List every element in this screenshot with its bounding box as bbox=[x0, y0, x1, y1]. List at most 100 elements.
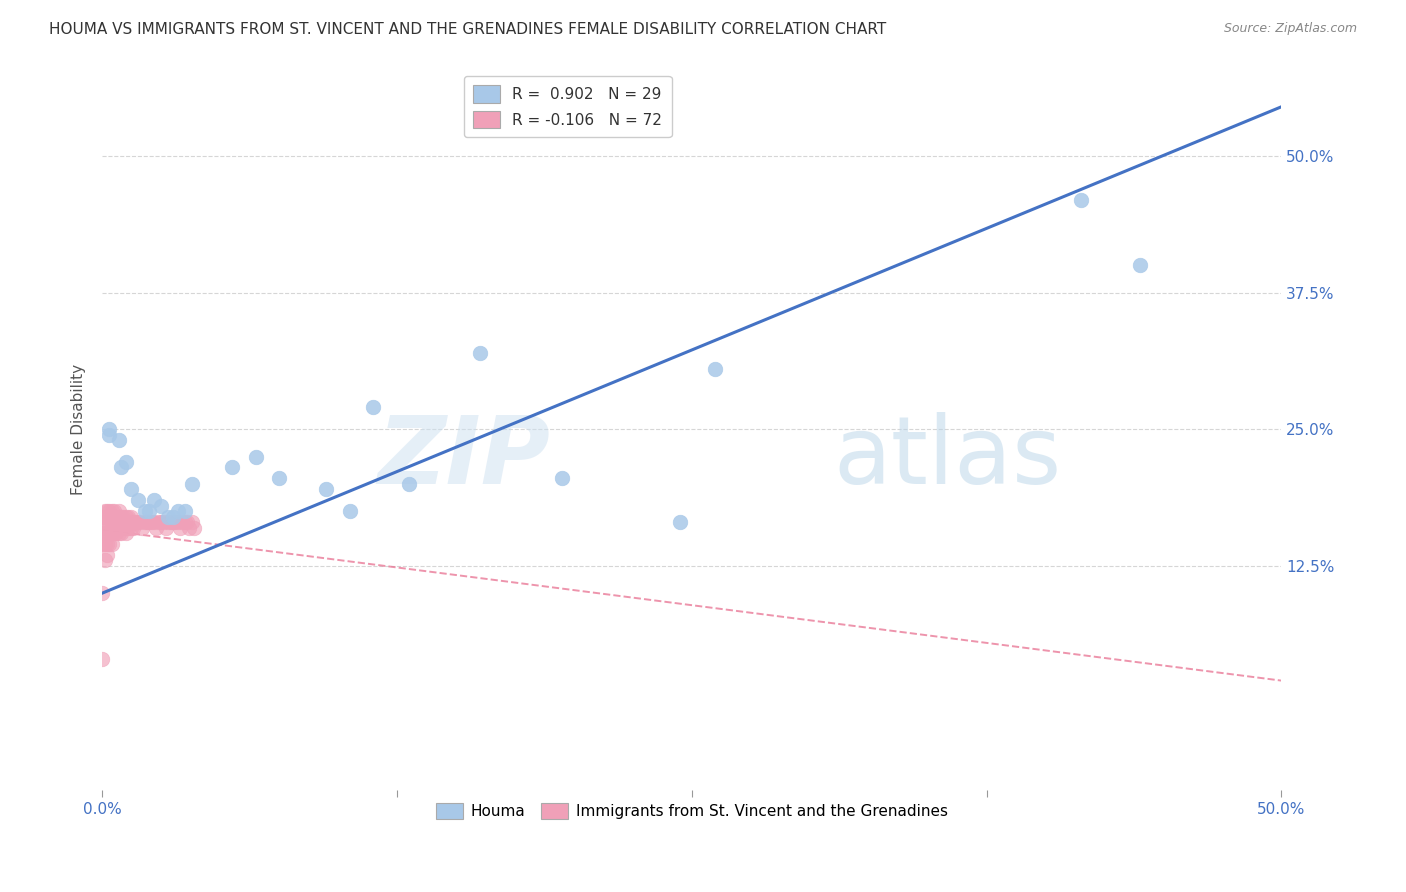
Point bbox=[127, 493, 149, 508]
Point bbox=[122, 520, 145, 534]
Point bbox=[339, 504, 361, 518]
Point bbox=[165, 515, 187, 529]
Point bbox=[468, 345, 491, 359]
Point bbox=[98, 427, 121, 442]
Point bbox=[155, 520, 177, 534]
Point bbox=[103, 526, 125, 541]
Point bbox=[152, 515, 174, 529]
Point bbox=[107, 504, 129, 518]
Text: Source: ZipAtlas.com: Source: ZipAtlas.com bbox=[1223, 22, 1357, 36]
Point bbox=[107, 515, 129, 529]
Point bbox=[129, 515, 152, 529]
Point bbox=[172, 515, 194, 529]
Point bbox=[169, 520, 191, 534]
Point bbox=[245, 450, 267, 464]
Point bbox=[98, 515, 121, 529]
Point bbox=[114, 515, 136, 529]
Text: HOUMA VS IMMIGRANTS FROM ST. VINCENT AND THE GRENADINES FEMALE DISABILITY CORREL: HOUMA VS IMMIGRANTS FROM ST. VINCENT AND… bbox=[49, 22, 886, 37]
Point bbox=[138, 515, 160, 529]
Point bbox=[162, 509, 184, 524]
Point bbox=[179, 520, 201, 534]
Point bbox=[105, 509, 128, 524]
Point bbox=[110, 515, 132, 529]
Point bbox=[131, 520, 153, 534]
Point bbox=[100, 537, 122, 551]
Point bbox=[120, 483, 142, 497]
Point bbox=[105, 515, 128, 529]
Point bbox=[180, 476, 202, 491]
Point bbox=[669, 515, 692, 529]
Point bbox=[127, 515, 149, 529]
Point bbox=[166, 515, 188, 529]
Point bbox=[363, 401, 385, 415]
Point bbox=[103, 504, 125, 518]
Point bbox=[110, 460, 132, 475]
Point bbox=[100, 504, 122, 518]
Point bbox=[107, 433, 129, 447]
Point bbox=[315, 483, 337, 497]
Point bbox=[141, 515, 163, 529]
Point bbox=[117, 520, 139, 534]
Point bbox=[148, 515, 170, 529]
Point bbox=[173, 504, 195, 518]
Point bbox=[91, 537, 114, 551]
Point bbox=[93, 553, 115, 567]
Point bbox=[96, 526, 118, 541]
Point bbox=[114, 526, 136, 541]
Point bbox=[1129, 258, 1152, 272]
Point bbox=[136, 515, 159, 529]
Point bbox=[112, 509, 135, 524]
Y-axis label: Female Disability: Female Disability bbox=[72, 364, 86, 495]
Point bbox=[100, 515, 122, 529]
Point bbox=[180, 515, 202, 529]
Text: ZIP: ZIP bbox=[377, 412, 550, 504]
Point bbox=[93, 526, 115, 541]
Point bbox=[91, 586, 114, 600]
Point bbox=[120, 509, 142, 524]
Point bbox=[173, 515, 195, 529]
Point bbox=[138, 504, 160, 518]
Legend: Houma, Immigrants from St. Vincent and the Grenadines: Houma, Immigrants from St. Vincent and t… bbox=[430, 797, 955, 826]
Point bbox=[1070, 193, 1092, 207]
Point bbox=[96, 537, 118, 551]
Point bbox=[162, 515, 184, 529]
Point bbox=[551, 471, 574, 485]
Point bbox=[143, 515, 166, 529]
Point bbox=[93, 515, 115, 529]
Point bbox=[221, 460, 243, 475]
Point bbox=[96, 504, 118, 518]
Point bbox=[98, 526, 121, 541]
Point bbox=[134, 504, 156, 518]
Point bbox=[96, 548, 118, 562]
Point bbox=[91, 652, 114, 666]
Point bbox=[704, 362, 727, 376]
Point bbox=[98, 422, 121, 436]
Point bbox=[183, 520, 205, 534]
Point bbox=[150, 515, 173, 529]
Point bbox=[105, 526, 128, 541]
Point bbox=[157, 515, 180, 529]
Point bbox=[93, 537, 115, 551]
Text: atlas: atlas bbox=[834, 412, 1062, 504]
Point bbox=[124, 515, 146, 529]
Point bbox=[100, 526, 122, 541]
Point bbox=[91, 526, 114, 541]
Point bbox=[122, 515, 145, 529]
Point bbox=[98, 537, 121, 551]
Point bbox=[114, 509, 136, 524]
Point bbox=[134, 515, 156, 529]
Point bbox=[150, 499, 173, 513]
Point bbox=[110, 526, 132, 541]
Point bbox=[267, 471, 290, 485]
Point bbox=[166, 504, 188, 518]
Point bbox=[114, 455, 136, 469]
Point bbox=[96, 515, 118, 529]
Point bbox=[91, 509, 114, 524]
Point bbox=[176, 515, 198, 529]
Point bbox=[117, 509, 139, 524]
Point bbox=[143, 493, 166, 508]
Point bbox=[107, 526, 129, 541]
Point bbox=[159, 515, 181, 529]
Point bbox=[93, 504, 115, 518]
Point bbox=[110, 509, 132, 524]
